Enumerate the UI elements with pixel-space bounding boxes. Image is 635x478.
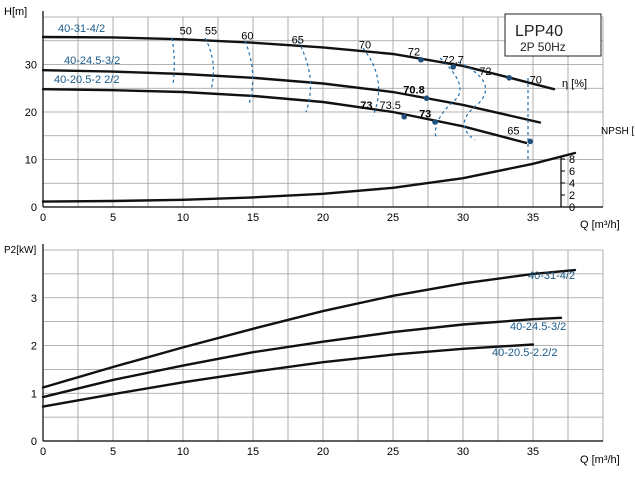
head-curve: [41, 88, 528, 145]
efficiency-label: 73.5: [379, 100, 400, 112]
efficiency-point: [423, 95, 430, 102]
x-tick-label: 5: [110, 212, 116, 224]
efficiency-label: 55: [205, 26, 217, 38]
npsh-tick-label: 4: [569, 178, 575, 190]
series-label: 40-24.5-3/2: [510, 321, 566, 333]
y-tick-label: 0: [31, 436, 37, 448]
power-curves: [41, 268, 577, 408]
series-label: 40-20.5-2 2/2: [54, 74, 119, 86]
efficiency-point: [450, 64, 457, 70]
x-tick-label: 10: [177, 212, 189, 224]
x-tick-label: 35: [527, 212, 539, 224]
npsh-tick-label: 0: [569, 202, 575, 214]
x-tick-label: 0: [40, 212, 46, 224]
iso-efficiency-line: [362, 47, 380, 117]
npsh-tick-label: 6: [569, 166, 575, 178]
x-tick-label: 20: [317, 446, 329, 458]
y-tick-label: 30: [25, 60, 37, 72]
x-tick-label: 20: [317, 212, 329, 224]
x-tick-label: 35: [527, 446, 539, 458]
y-tick-label: 1: [31, 388, 37, 400]
npsh-curve: [41, 151, 577, 203]
efficiency-point: [506, 75, 512, 81]
y-tick-label: 20: [25, 107, 37, 119]
efficiency-label: 73: [360, 100, 372, 112]
iso-efficiency-line: [204, 37, 215, 91]
x-tick-label: 30: [457, 212, 469, 224]
x-tick-label: 25: [387, 212, 399, 224]
efficiency-label: 50: [180, 26, 192, 38]
x-axis-label-bottom: Q [m³/h]: [580, 454, 620, 466]
x-tick-label: 30: [457, 446, 469, 458]
power-curve: [41, 316, 563, 399]
head-curves: [41, 35, 577, 203]
series-label: 40-20.5-2.2/2: [492, 347, 557, 359]
npsh-tick-label: 2: [569, 190, 575, 202]
y-axis-label-power: P2[kW]: [4, 245, 36, 256]
efficiency-label: 72: [408, 46, 420, 58]
x-tick-label: 0: [40, 446, 46, 458]
y-axis-label-head: H[m]: [4, 6, 27, 18]
efficiency-label: 65: [292, 35, 304, 47]
x-tick-label: 15: [247, 212, 259, 224]
iso-efficiency-line: [434, 57, 461, 139]
series-label: 40-24.5-3/2: [64, 55, 120, 67]
npsh-tick-label: 8: [569, 154, 575, 166]
x-tick-label: 5: [110, 446, 116, 458]
iso-efficiency-line: [297, 40, 312, 113]
efficiency-label: 70: [530, 75, 542, 87]
chart-title: LPP40: [515, 23, 563, 40]
x-tick-label: 15: [247, 446, 259, 458]
series-label: 40-31-4/2: [528, 270, 575, 282]
efficiency-label: 72: [479, 66, 491, 78]
efficiency-labels: 50 55 60 65 70 72 72.7 72 70 70.8 73 73.5 73 65: [171, 26, 542, 160]
efficiency-label: 72.7: [442, 55, 463, 67]
series-labels: 40-31-4/2 40-24.5-3/2 40-20.5-2 2/2 40-31-4…: [54, 23, 575, 359]
y-tick-label: 3: [31, 293, 37, 305]
y-tick-label: 10: [25, 155, 37, 167]
efficiency-label: 73: [419, 109, 431, 121]
power-curve: [41, 343, 535, 408]
chart-subtitle: 2P 50Hz: [520, 40, 566, 54]
series-label: 40-31-4/2: [58, 23, 105, 35]
efficiency-point: [418, 56, 424, 63]
efficiency-label: 70: [359, 39, 371, 51]
x-tick-label: 10: [177, 446, 189, 458]
power-curve: [41, 268, 577, 389]
efficiency-label: 60: [241, 30, 253, 42]
y-tick-label: 2: [31, 341, 37, 353]
npsh-axis-label: NPSH [m]: [601, 126, 635, 137]
x-tick-label: 25: [387, 446, 399, 458]
efficiency-point: [401, 113, 408, 120]
efficiency-point: [432, 119, 438, 125]
efficiency-point: [527, 138, 533, 145]
x-axis-label-top: Q [m³/h]: [580, 219, 620, 231]
head-curve: [41, 35, 556, 91]
title-box: [504, 13, 602, 57]
efficiency-label: 70.8: [403, 84, 424, 96]
iso-efficiency-line: [171, 37, 175, 86]
iso-efficiency-line: [244, 40, 254, 105]
efficiency-label: 65: [507, 125, 519, 137]
y-tick-label: 0: [31, 202, 37, 214]
efficiency-axis-label: η [%]: [562, 78, 587, 90]
